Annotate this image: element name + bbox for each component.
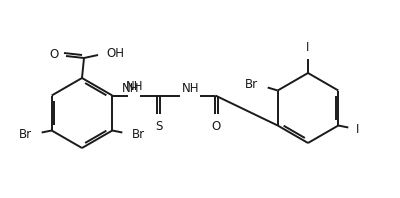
Text: NH: NH <box>122 82 139 94</box>
Text: O: O <box>212 120 221 132</box>
Text: NH: NH <box>126 80 143 92</box>
Text: S: S <box>156 121 163 133</box>
Text: I: I <box>356 123 360 136</box>
Text: Br: Br <box>18 128 32 141</box>
Text: NH: NH <box>182 82 199 94</box>
Text: OH: OH <box>106 47 124 60</box>
Text: I: I <box>306 41 310 54</box>
Text: Br: Br <box>244 78 258 91</box>
Text: Br: Br <box>132 128 146 141</box>
Text: O: O <box>50 48 59 61</box>
